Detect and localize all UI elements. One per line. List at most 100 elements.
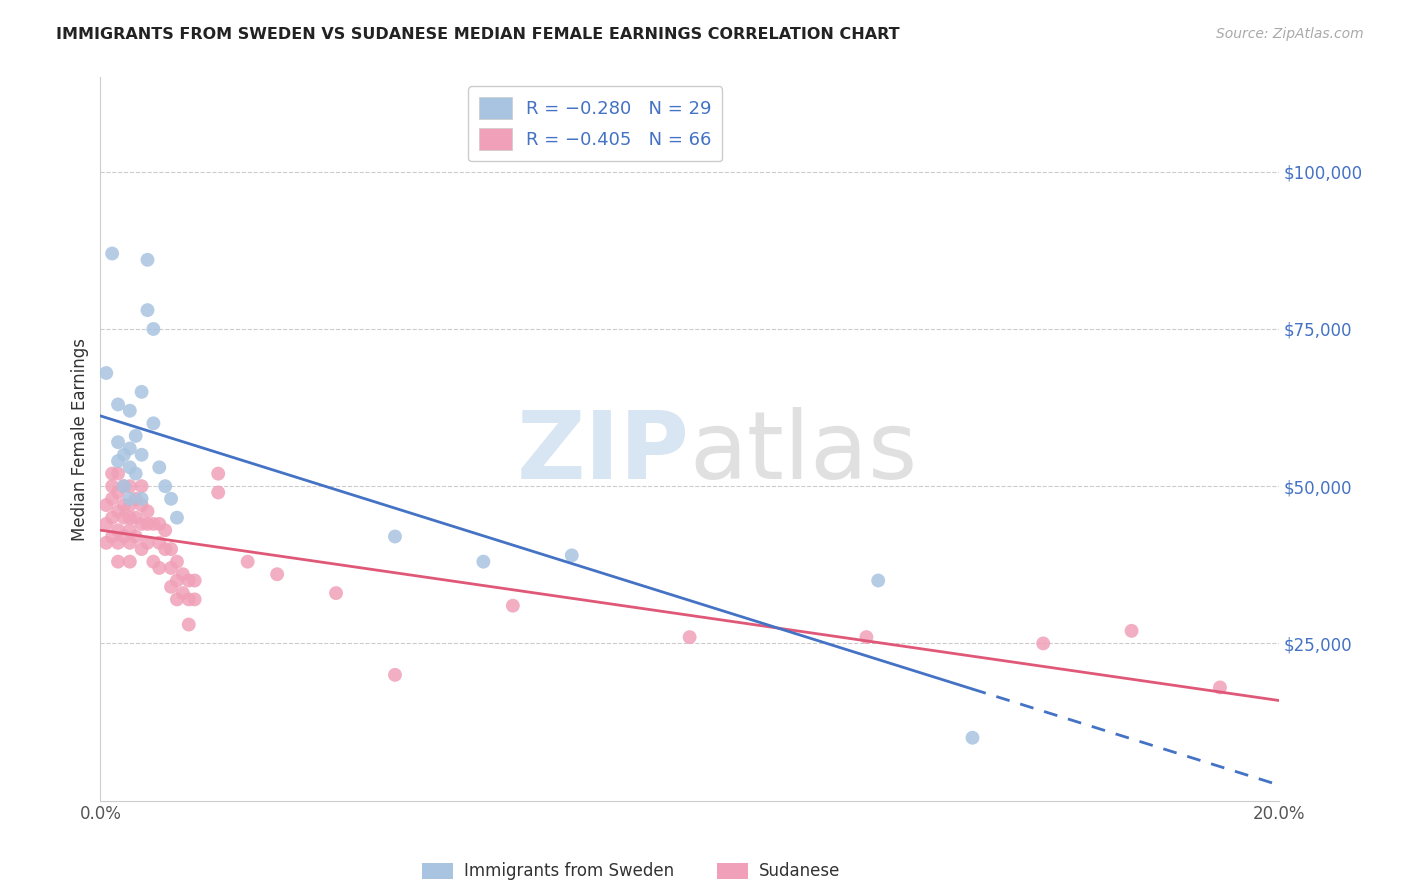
Point: [472, 555, 495, 569]
Point: [160, 561, 183, 575]
Point: [177, 617, 200, 632]
Point: [868, 574, 890, 588]
Legend: R = −0.280   N = 29, R = −0.405   N = 66: R = −0.280 N = 29, R = −0.405 N = 66: [468, 87, 723, 161]
Text: Sudanese: Sudanese: [759, 862, 841, 880]
Point: [1032, 636, 1054, 650]
Point: [855, 630, 877, 644]
Point: [101, 491, 124, 506]
Point: [112, 448, 135, 462]
Point: [266, 567, 288, 582]
Point: [118, 491, 141, 506]
Point: [166, 510, 188, 524]
Point: [118, 479, 141, 493]
Point: [118, 555, 141, 569]
Point: [148, 536, 170, 550]
Point: [131, 491, 153, 506]
Point: [678, 630, 700, 644]
Point: [142, 322, 165, 336]
Point: [125, 529, 148, 543]
Point: [153, 542, 176, 557]
Point: [172, 567, 194, 582]
Point: [112, 479, 135, 493]
Point: [148, 561, 170, 575]
Point: [236, 555, 259, 569]
Point: [131, 479, 153, 493]
Point: [101, 246, 124, 260]
Point: [107, 485, 129, 500]
Point: [183, 574, 205, 588]
Point: [207, 485, 229, 500]
Point: [160, 580, 183, 594]
Point: [502, 599, 524, 613]
Point: [125, 510, 148, 524]
Point: [118, 510, 141, 524]
Point: [118, 498, 141, 512]
Point: [118, 460, 141, 475]
Point: [118, 536, 141, 550]
Text: Source: ZipAtlas.com: Source: ZipAtlas.com: [1216, 27, 1364, 41]
Point: [131, 516, 153, 531]
Point: [136, 536, 159, 550]
Point: [142, 555, 165, 569]
Point: [207, 467, 229, 481]
Point: [96, 498, 118, 512]
Point: [177, 592, 200, 607]
Point: [107, 555, 129, 569]
Point: [136, 303, 159, 318]
Point: [125, 491, 148, 506]
Point: [118, 442, 141, 456]
Point: [112, 479, 135, 493]
Point: [166, 592, 188, 607]
Point: [962, 731, 984, 745]
Point: [1121, 624, 1143, 638]
Point: [177, 574, 200, 588]
Point: [148, 460, 170, 475]
Point: [101, 510, 124, 524]
Point: [96, 536, 118, 550]
Point: [125, 467, 148, 481]
Point: [118, 523, 141, 537]
Point: [153, 479, 176, 493]
Point: [107, 435, 129, 450]
Point: [148, 516, 170, 531]
Point: [160, 542, 183, 557]
Point: [166, 555, 188, 569]
Text: ZIP: ZIP: [517, 408, 689, 500]
Y-axis label: Median Female Earnings: Median Female Earnings: [72, 337, 89, 541]
Point: [136, 504, 159, 518]
Point: [107, 523, 129, 537]
Point: [142, 417, 165, 431]
Point: [136, 252, 159, 267]
Point: [118, 403, 141, 417]
Point: [183, 592, 205, 607]
Point: [1209, 681, 1232, 695]
Point: [561, 549, 583, 563]
Text: Immigrants from Sweden: Immigrants from Sweden: [464, 862, 673, 880]
Text: atlas: atlas: [689, 408, 918, 500]
Point: [112, 498, 135, 512]
Point: [112, 529, 135, 543]
Point: [153, 523, 176, 537]
Point: [131, 542, 153, 557]
Point: [136, 516, 159, 531]
Point: [125, 429, 148, 443]
Point: [112, 510, 135, 524]
Point: [160, 491, 183, 506]
Point: [107, 504, 129, 518]
Point: [131, 448, 153, 462]
Point: [384, 668, 406, 682]
Text: IMMIGRANTS FROM SWEDEN VS SUDANESE MEDIAN FEMALE EARNINGS CORRELATION CHART: IMMIGRANTS FROM SWEDEN VS SUDANESE MEDIA…: [56, 27, 900, 42]
Point: [325, 586, 347, 600]
Point: [101, 479, 124, 493]
Point: [142, 516, 165, 531]
Point: [107, 397, 129, 411]
Point: [172, 586, 194, 600]
Point: [96, 366, 118, 380]
Point: [107, 536, 129, 550]
Point: [107, 454, 129, 468]
Point: [96, 516, 118, 531]
Point: [131, 384, 153, 399]
Point: [131, 498, 153, 512]
Point: [166, 574, 188, 588]
Point: [101, 467, 124, 481]
